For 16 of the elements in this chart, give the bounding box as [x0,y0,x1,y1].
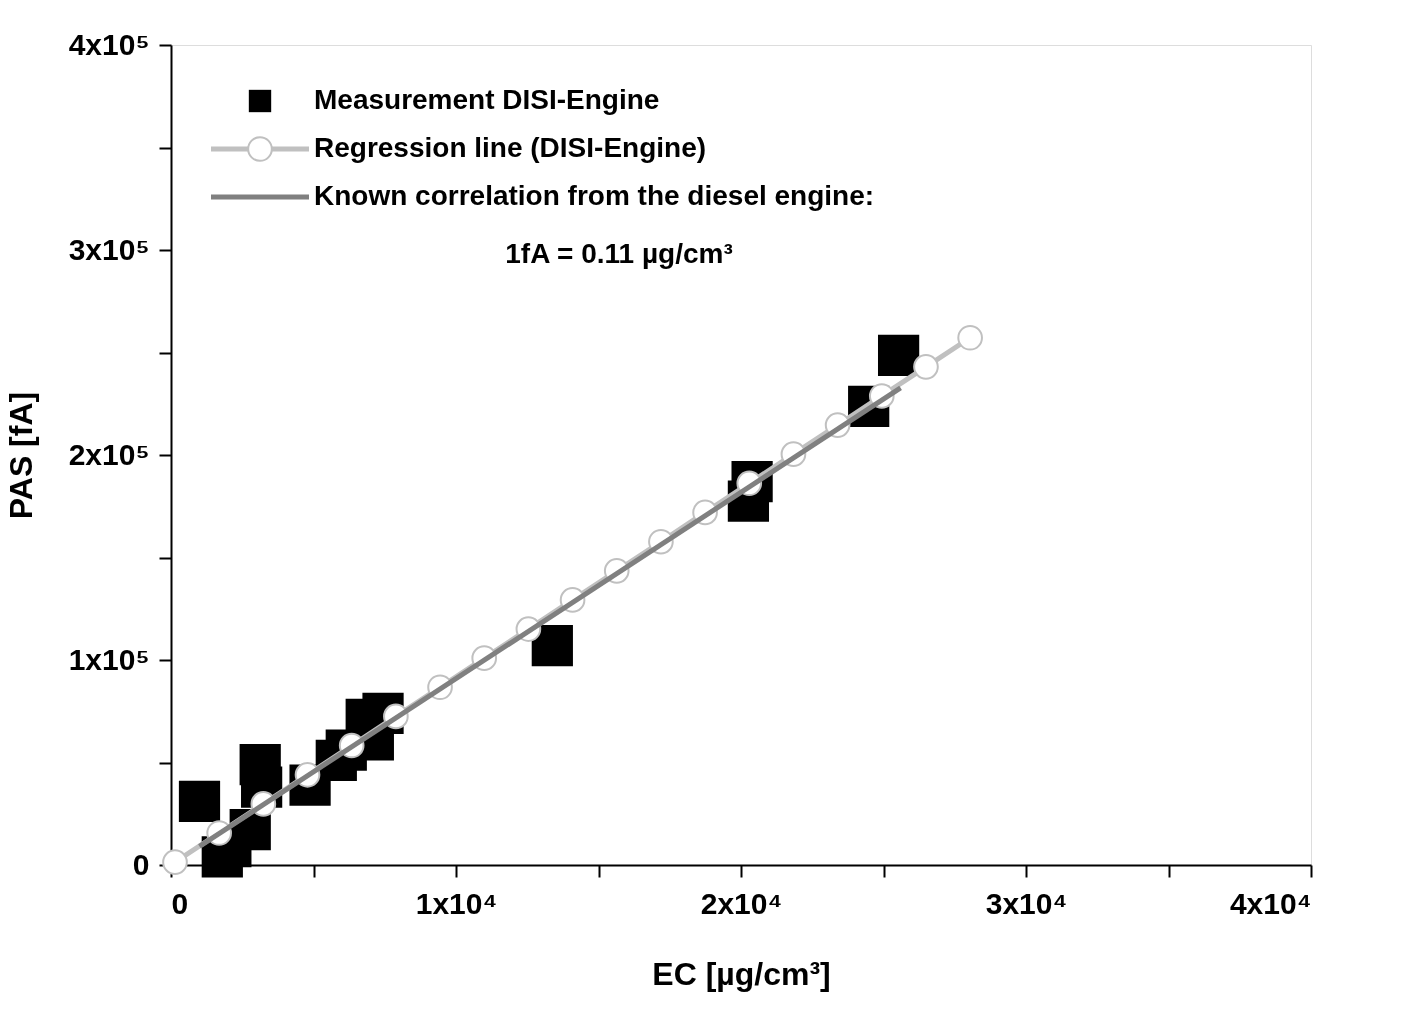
legend-label: Measurement DISI-Engine [314,84,660,115]
x-axis-title: EC [µg/cm³] [652,955,831,992]
y-tick-label: 4x10⁵ [68,27,150,61]
x-tick-label: 2x10⁴ [700,886,783,920]
x-tick-label: 3x10⁴ [985,886,1068,920]
legend-label: Known correlation from the diesel engine: [314,180,875,211]
y-tick-label: 2x10⁵ [68,437,150,471]
y-tick-label: 0 [132,847,150,881]
y-tick-label: 1x10⁵ [68,642,150,676]
x-tick-label: 4x10⁴ [1229,886,1312,920]
annotation: 1fA = 0.11 µg/cm³ [505,238,733,269]
x-tick-label: 0 [171,886,189,920]
legend-label: Regression line (DISI-Engine) [314,132,707,163]
y-tick-label: 3x10⁵ [68,232,150,266]
x-tick-label: 1x10⁴ [415,886,498,920]
y-axis-title: PAS [fA] [2,391,39,520]
